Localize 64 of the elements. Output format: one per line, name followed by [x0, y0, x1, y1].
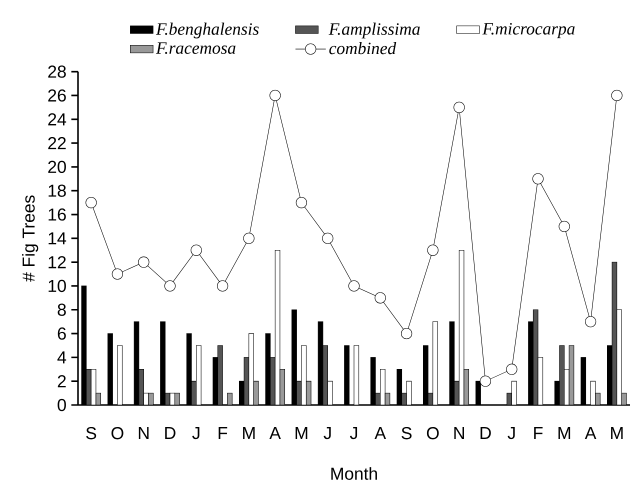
y-tick-label: 8 [58, 304, 66, 316]
x-tick-label: N [138, 427, 149, 439]
point [611, 90, 622, 102]
point [138, 256, 150, 268]
x-tick-label: A [269, 427, 281, 439]
point [558, 220, 570, 232]
y-tick-label: 20 [48, 160, 66, 174]
y-axis-title: # Fig Trees [22, 195, 38, 282]
point [86, 197, 97, 208]
x-tick-label: J [324, 427, 331, 440]
x-tick-label: J [350, 427, 358, 440]
point [400, 328, 412, 340]
y-tick-label: 12 [48, 256, 66, 268]
point [480, 376, 492, 387]
legend-label: F.amplissima [328, 22, 420, 38]
y-tick-label: 14 [48, 232, 66, 244]
legend-label: F.benghalensis [156, 22, 259, 38]
x-tick-label: N [454, 427, 464, 439]
y-tick-label: 6 [58, 327, 66, 340]
y-tick-label: 22 [48, 137, 66, 150]
x-tick-label: S [86, 427, 96, 440]
y-tick-label: 0 [58, 398, 66, 412]
point [454, 102, 465, 113]
x-tick-label: O [112, 427, 124, 440]
x-tick-label: S [402, 427, 412, 440]
y-tick-label: 16 [48, 208, 66, 221]
x-tick-label: M [243, 427, 255, 439]
y-tick-label: 2 [58, 375, 66, 388]
point [348, 280, 360, 292]
y-tick-label: 18 [48, 184, 66, 197]
point [164, 280, 176, 292]
point [270, 90, 281, 102]
x-tick-label: O [426, 427, 439, 440]
point [216, 280, 228, 292]
x-tick-label: M [611, 427, 623, 439]
y-tick-label: 28 [48, 66, 66, 78]
point [427, 244, 438, 256]
x-tick-label: F [218, 427, 228, 439]
point [190, 244, 202, 256]
point [584, 316, 596, 328]
legend-label: combined [329, 42, 396, 54]
point [296, 197, 308, 208]
y-tick-label: 10 [48, 280, 66, 292]
x-tick-label: A [374, 427, 386, 439]
y-tick-label: 4 [57, 351, 66, 364]
x-tick-label: D [480, 427, 491, 439]
x-tick-label: F [534, 427, 543, 439]
legend-label: F.racemosa [156, 42, 236, 54]
x-axis-title: Month [331, 467, 377, 480]
legend-label: F.microcarpa [482, 22, 575, 38]
x-tick-label: A [584, 427, 596, 439]
x-tick-label: D [165, 427, 176, 439]
x-tick-label: J [508, 427, 515, 440]
point [506, 364, 518, 375]
y-tick-label: 26 [48, 89, 66, 102]
point [532, 173, 544, 184]
x-tick-label: M [296, 427, 308, 439]
x-tick-label: M [558, 427, 570, 439]
y-tick-label: 24 [48, 113, 66, 126]
point [322, 232, 334, 244]
point [112, 268, 124, 280]
x-tick-label: J [192, 427, 200, 440]
point [374, 292, 386, 304]
point [243, 232, 254, 244]
